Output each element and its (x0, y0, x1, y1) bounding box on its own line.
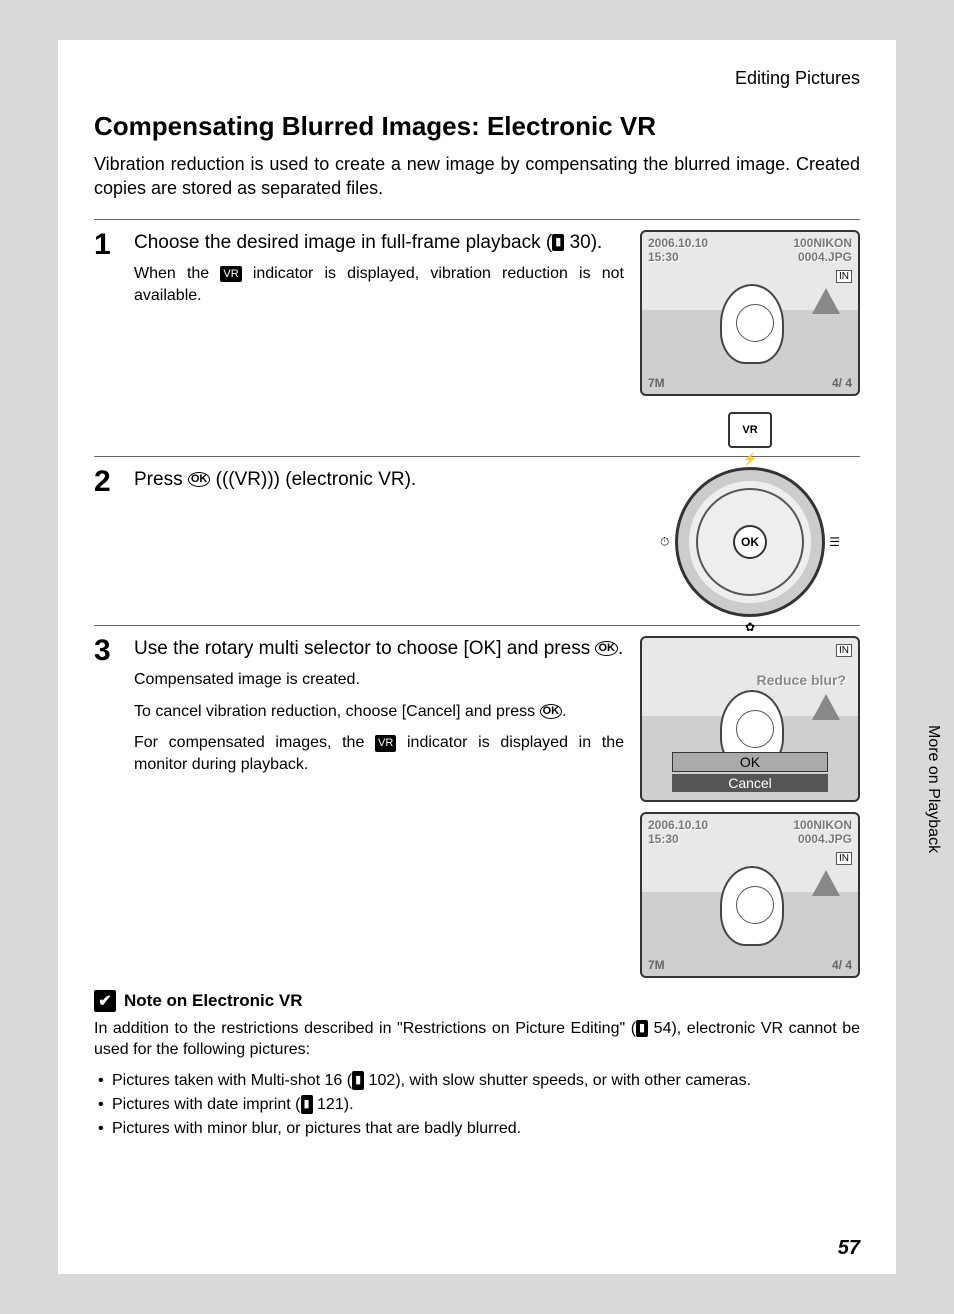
page-ref-icon: ▮ (352, 1071, 364, 1090)
text: Use the rotary multi selector to choose … (134, 638, 595, 659)
screen-file: 100NIKON0004.JPG (793, 818, 852, 846)
step-3-heading: Use the rotary multi selector to choose … (134, 636, 624, 662)
step-1-detail: When the VR indicator is displayed, vibr… (134, 263, 624, 306)
side-tab-label: More on Playback (924, 725, 942, 853)
portrait-icon (720, 866, 784, 946)
dial-flash-icon: ⚡ (743, 452, 758, 466)
text: In addition to the restrictions describe… (94, 1020, 636, 1037)
portrait-icon (720, 284, 784, 364)
step-number: 2 (94, 467, 120, 497)
step-1: 1 Choose the desired image in full-frame… (94, 230, 860, 448)
screen-count: 4/ 4 (832, 376, 852, 390)
step-1-heading: Choose the desired image in full-frame p… (134, 230, 624, 256)
ok-button-icon: OK (188, 472, 211, 487)
screen-size: 7M (648, 376, 665, 390)
step-number: 1 (94, 230, 120, 260)
in-badge: IN (836, 852, 852, 865)
page-ref: 102 (369, 1072, 396, 1089)
page-ref: 54 (654, 1020, 672, 1037)
dial-ok-button[interactable]: OK (733, 525, 767, 559)
step-3: 3 Use the rotary multi selector to choos… (94, 636, 860, 978)
step-2-heading: Press OK (((VR))) (electronic VR). (134, 467, 624, 493)
lcd-screen-menu: IN Reduce blur? OK Cancel (640, 636, 860, 802)
menu-ok-option[interactable]: OK (672, 752, 828, 772)
page-ref-icon: ▮ (301, 1095, 313, 1114)
screen-size: 7M (648, 958, 665, 972)
side-tab: More on Playback (912, 694, 954, 884)
in-badge: IN (836, 644, 852, 657)
step-3-detail-2: To cancel vibration reduction, choose [C… (134, 701, 624, 723)
note-bullet-list: Pictures taken with Multi-shot 16 (▮ 102… (94, 1069, 860, 1141)
divider (94, 219, 860, 220)
screen-file: 100NIKON0004.JPG (793, 236, 852, 264)
text: For compensated images, the (134, 734, 375, 751)
menu-cancel-option[interactable]: Cancel (672, 774, 828, 792)
screen-date: 2006.10.1015:30 (648, 818, 708, 846)
in-badge: IN (836, 270, 852, 283)
text: Pictures taken with Multi-shot 16 ( (112, 1072, 352, 1089)
vr-wave-icon: ((VR)) (222, 469, 274, 490)
note-body: In addition to the restrictions describe… (94, 1018, 860, 1061)
text: ), with slow shutter speeds, or with oth… (395, 1072, 751, 1089)
screen-date: 2006.10.1015:30 (648, 236, 708, 264)
ok-button-icon: OK (540, 704, 563, 719)
ok-button-icon: OK (595, 641, 618, 656)
page-title: Compensating Blurred Images: Electronic … (94, 111, 860, 142)
text: When the (134, 265, 220, 282)
step-number: 3 (94, 636, 120, 666)
rotary-selector-dial: OK ⚡ ✿ ((VR)) ⏱ ☰ (675, 467, 825, 617)
step-2: 2 Press OK (((VR))) (electronic VR). OK … (94, 467, 860, 617)
page-ref-icon: ▮ (636, 1020, 648, 1037)
note-bullet-1: Pictures taken with Multi-shot 16 (▮ 102… (98, 1069, 860, 1093)
page-ref: 121 (317, 1096, 344, 1113)
reduce-blur-prompt: Reduce blur? (757, 672, 846, 688)
text: Pictures with date imprint ( (112, 1096, 301, 1113)
text: Choose the desired image in full-frame p… (134, 232, 552, 253)
lcd-screen-3: 2006.10.1015:30 100NIKON0004.JPG IN 7M 4… (640, 812, 860, 978)
dial-macro-icon: ✿ (745, 620, 755, 634)
boat-icon (812, 870, 840, 896)
boat-icon (812, 288, 840, 314)
note-heading: ✔ Note on Electronic VR (94, 990, 860, 1012)
text: ). (591, 232, 603, 253)
text: . (618, 638, 623, 659)
page-number: 57 (838, 1237, 860, 1260)
intro-paragraph: Vibration reduction is used to create a … (94, 152, 860, 201)
vr-off-icon: VR (220, 266, 241, 283)
manual-page: Editing Pictures Compensating Blurred Im… (58, 40, 896, 1274)
text: ) (electronic VR). (274, 469, 417, 490)
dial-timer-icon: ⏱ (660, 534, 669, 549)
dial-mode-icon: ☰ (829, 535, 840, 549)
page-ref: 30 (570, 232, 591, 253)
section-header: Editing Pictures (94, 68, 860, 89)
page-ref-icon: ▮ (552, 234, 564, 251)
boat-icon (812, 694, 840, 720)
note-bullet-2: Pictures with date imprint (▮ 121). (98, 1093, 860, 1117)
screen-count: 4/ 4 (832, 958, 852, 972)
text: ( (210, 469, 222, 490)
text: Press (134, 469, 188, 490)
note-check-icon: ✔ (94, 990, 116, 1012)
text: To cancel vibration reduction, choose [C… (134, 703, 540, 720)
note-bullet-3: Pictures with minor blur, or pictures th… (98, 1117, 860, 1141)
step-3-detail-1: Compensated image is created. (134, 669, 624, 691)
text: ). (344, 1096, 354, 1113)
vr-callout-icon: VR (728, 412, 772, 448)
note-title: Note on Electronic VR (124, 991, 303, 1011)
step-3-detail-3: For compensated images, the VR indicator… (134, 732, 624, 775)
text: . (562, 703, 566, 720)
vr-on-icon: VR (375, 735, 396, 752)
lcd-screen-1: 2006.10.1015:30 100NIKON0004.JPG IN 7M 4… (640, 230, 860, 396)
